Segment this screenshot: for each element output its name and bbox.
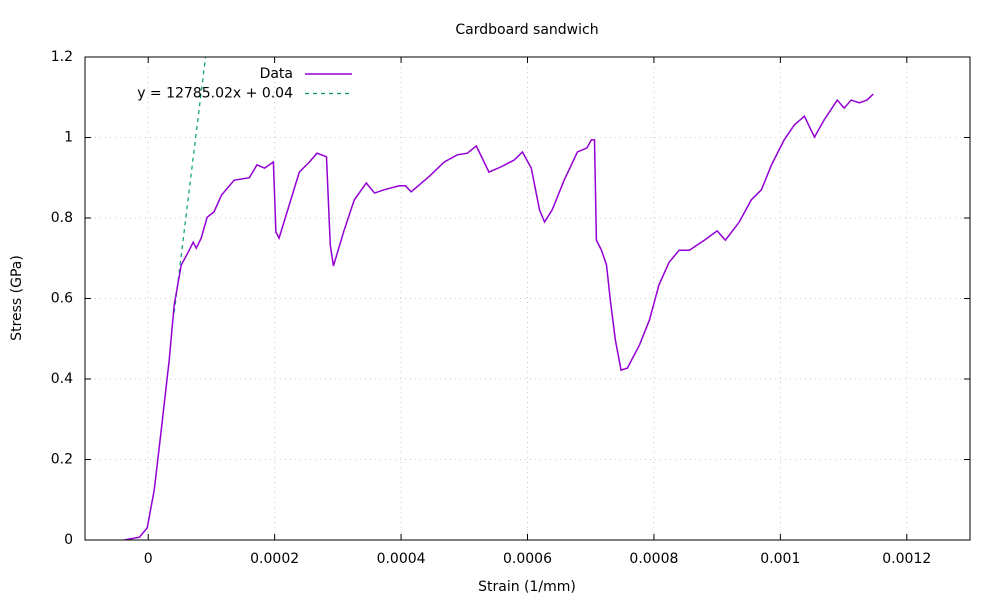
y-axis-label: Stress (GPa) <box>9 255 25 341</box>
x-tick-label: 0.0008 <box>629 551 678 567</box>
x-tick-label: 0.0002 <box>250 551 299 567</box>
x-tick-label: 0.0006 <box>503 551 552 567</box>
series-line <box>124 93 874 540</box>
y-tick-label: 0.6 <box>51 291 73 307</box>
y-tick-label: 0 <box>64 532 73 548</box>
x-axis-label: Strain (1/mm) <box>478 579 576 595</box>
legend-label: y = 12785.02x + 0.04 <box>137 86 293 102</box>
series-line <box>173 57 207 313</box>
plot-border <box>84 56 971 541</box>
x-tick-label: 0.001 <box>760 551 800 567</box>
y-tick-label: 0.8 <box>51 210 73 226</box>
y-tick-label: 1.2 <box>51 49 73 65</box>
x-tick-label: 0.0004 <box>377 551 426 567</box>
y-tick-label: 1 <box>64 130 73 146</box>
y-tick-label: 0.4 <box>51 371 73 387</box>
x-tick-label: 0.0012 <box>882 551 931 567</box>
y-tick-label: 0.2 <box>51 452 73 468</box>
x-tick-label: 0 <box>144 551 153 567</box>
chart-title: Cardboard sandwich <box>455 22 598 38</box>
legend-label: Data <box>260 66 293 82</box>
